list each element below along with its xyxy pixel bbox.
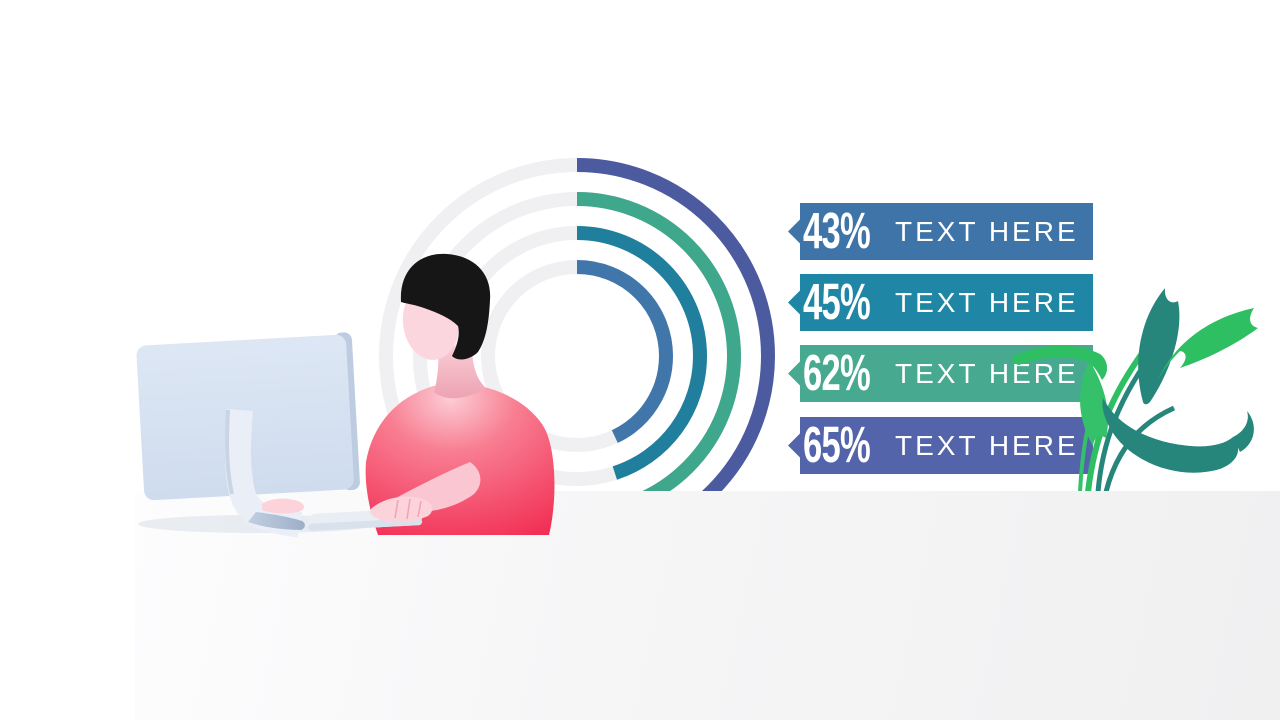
person-left-hand [262,498,304,514]
stat-label: TEXT HERE [895,286,1079,318]
ring-arc-second [447,226,707,486]
plant-leaf [1080,363,1109,446]
plant-vine [1012,345,1108,380]
monitor-stand-foot [248,512,305,530]
stat-percent: 45% [803,273,871,331]
ring-arc-innermost [481,260,673,452]
plant-leaf [1138,288,1180,405]
stat-percent: 62% [803,344,871,402]
stat-percent: 65% [803,416,871,474]
monitor-stand-shade [225,409,234,495]
person-hair [400,253,491,360]
stat-label: TEXT HERE [895,357,1079,389]
finger-lines [394,498,422,520]
plant-leaf [1102,398,1239,473]
stat-bar-43: 43% TEXT HERE [788,203,1093,260]
person-neck [434,346,486,399]
stat-percent: 43% [803,202,871,260]
stat-bar-65: 65% TEXT HERE [788,417,1093,474]
person-right-hand [370,496,433,523]
stat-label: TEXT HERE [895,215,1079,247]
stat-bar-45: 45% TEXT HERE [788,274,1093,331]
stat-label: TEXT HERE [895,429,1079,461]
plant-leaf [1158,308,1258,380]
plant-leaf-tip [1233,411,1254,452]
